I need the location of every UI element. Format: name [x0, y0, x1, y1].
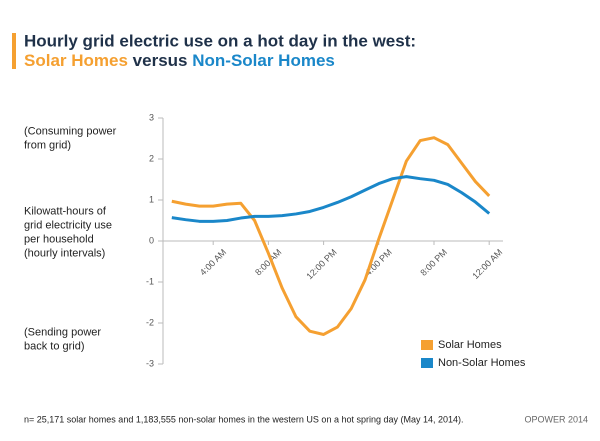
source: OPOWER 2014: [524, 414, 588, 424]
legend-swatch: [421, 340, 433, 350]
y-annotation: (Consuming power: [24, 125, 117, 137]
chart-subtitle: Solar Homes versus Non-Solar Homes: [24, 51, 335, 70]
series-line: [171, 175, 491, 223]
subtitle-versus: versus: [133, 51, 188, 70]
y-annotation: grid electricity use: [24, 220, 112, 232]
title-bar: [12, 33, 16, 69]
y-annotation: Kilowatt-hours of: [24, 206, 107, 218]
y-tick-label: 1: [149, 194, 154, 204]
x-tick-label: 4:00 AM: [198, 247, 228, 277]
y-annotation: (hourly intervals): [24, 248, 105, 260]
subtitle-solar: Solar Homes: [24, 51, 128, 70]
y-tick-label: -1: [146, 276, 154, 286]
y-tick-label: 3: [149, 112, 154, 122]
subtitle-nonsolar: Non-Solar Homes: [192, 51, 335, 70]
x-tick-label: 12:00 AM: [470, 247, 504, 281]
y-tick-label: -3: [146, 358, 154, 368]
legend-swatch: [421, 358, 433, 368]
legend-label: Solar Homes: [438, 339, 502, 351]
series-line: [171, 136, 491, 336]
legend-label: Non-Solar Homes: [438, 357, 526, 369]
y-tick-label: -2: [146, 317, 154, 327]
x-tick-label: 8:00 PM: [418, 247, 449, 278]
chart-title: Hourly grid electric use on a hot day in…: [24, 31, 416, 50]
y-annotation: back to grid): [24, 340, 85, 352]
y-tick-label: 2: [149, 153, 154, 163]
y-tick-label: 0: [149, 235, 154, 245]
footnote: n= 25,171 solar homes and 1,183,555 non-…: [24, 414, 464, 424]
x-tick-label: 12:00 PM: [304, 247, 338, 281]
y-annotation: from grid): [24, 139, 71, 151]
y-annotation: per household: [24, 234, 94, 246]
y-annotation: (Sending power: [24, 326, 101, 338]
